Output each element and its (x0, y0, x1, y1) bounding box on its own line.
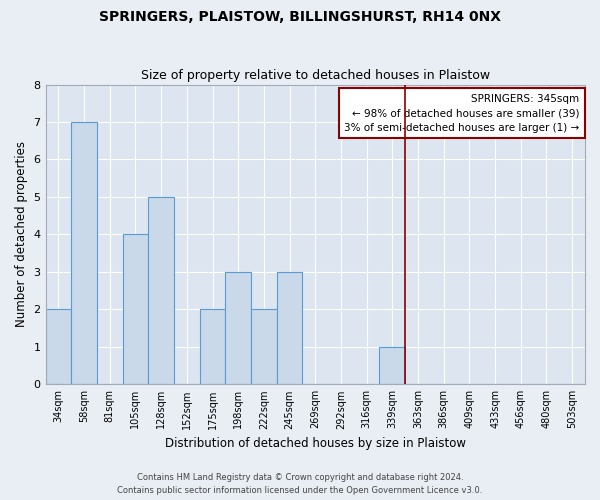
Bar (148, 197, 174, 384)
X-axis label: Distribution of detached houses by size in Plaistow: Distribution of detached houses by size … (165, 437, 466, 450)
Text: Contains HM Land Registry data © Crown copyright and database right 2024.
Contai: Contains HM Land Registry data © Crown c… (118, 474, 482, 495)
Title: Size of property relative to detached houses in Plaistow: Size of property relative to detached ho… (141, 69, 490, 82)
Text: SPRINGERS, PLAISTOW, BILLINGSHURST, RH14 0NX: SPRINGERS, PLAISTOW, BILLINGSHURST, RH14… (99, 10, 501, 24)
Bar (200, 310, 226, 384)
Bar (251, 310, 277, 384)
Bar (46, 310, 71, 384)
Bar (226, 272, 251, 384)
Bar (122, 234, 148, 384)
Bar (379, 347, 405, 385)
Text: SPRINGERS: 345sqm
← 98% of detached houses are smaller (39)
3% of semi-detached : SPRINGERS: 345sqm ← 98% of detached hous… (344, 94, 580, 133)
Bar (277, 272, 302, 384)
Y-axis label: Number of detached properties: Number of detached properties (15, 142, 28, 328)
Bar (71, 122, 97, 384)
